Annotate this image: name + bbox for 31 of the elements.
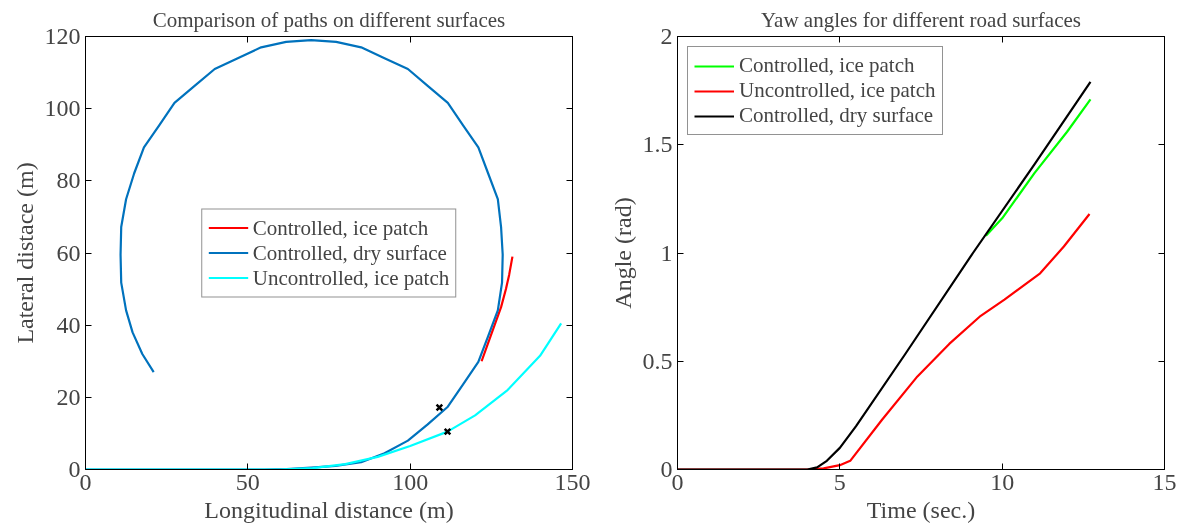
y-tick-label: 1 — [660, 239, 673, 266]
x-tick-label: 10 — [990, 468, 1015, 495]
legend-label: Uncontrolled, ice patch — [739, 78, 936, 103]
y-tick-label: 1.5 — [642, 131, 673, 158]
y-axis-title: Lateral distace (m) — [11, 162, 38, 344]
x-axis-title: Time (sec.) — [866, 496, 976, 523]
y-tick-label: 40 — [56, 311, 81, 338]
legend-label: Uncontrolled, ice patch — [252, 265, 450, 290]
y-tick-label: 2 — [660, 23, 673, 49]
y-tick-label: 20 — [56, 383, 81, 410]
x-tick-label: 150 — [554, 468, 591, 495]
x-tick-label: 5 — [833, 468, 846, 495]
y-tick-label: 0.5 — [642, 347, 673, 374]
x-tick-label: 100 — [392, 468, 429, 495]
y-tick-label: 60 — [56, 239, 81, 266]
x-axis-title: Longitudinal distance (m) — [204, 496, 454, 523]
legend-label: Controlled, dry surface — [739, 103, 934, 128]
y-tick-label: 80 — [56, 167, 81, 194]
y-tick-label: 100 — [44, 95, 81, 122]
y-tick-label: 120 — [44, 23, 81, 49]
x-tick-label: 50 — [235, 468, 260, 495]
chart-title: Comparison of paths on different surfaces — [152, 7, 506, 32]
legend-label: Controlled, ice patch — [252, 215, 429, 240]
line-series — [984, 98, 1092, 237]
y-axis-title: Angle (rad) — [609, 197, 636, 309]
x-tick-label: 15 — [1152, 468, 1177, 495]
legend-label: Controlled, dry surface — [252, 240, 447, 265]
legend-label: Controlled, ice patch — [739, 53, 915, 78]
line-series — [85, 322, 563, 470]
line-series — [480, 255, 514, 363]
chart-title: Yaw angles for different road surfaces — [761, 7, 1081, 32]
